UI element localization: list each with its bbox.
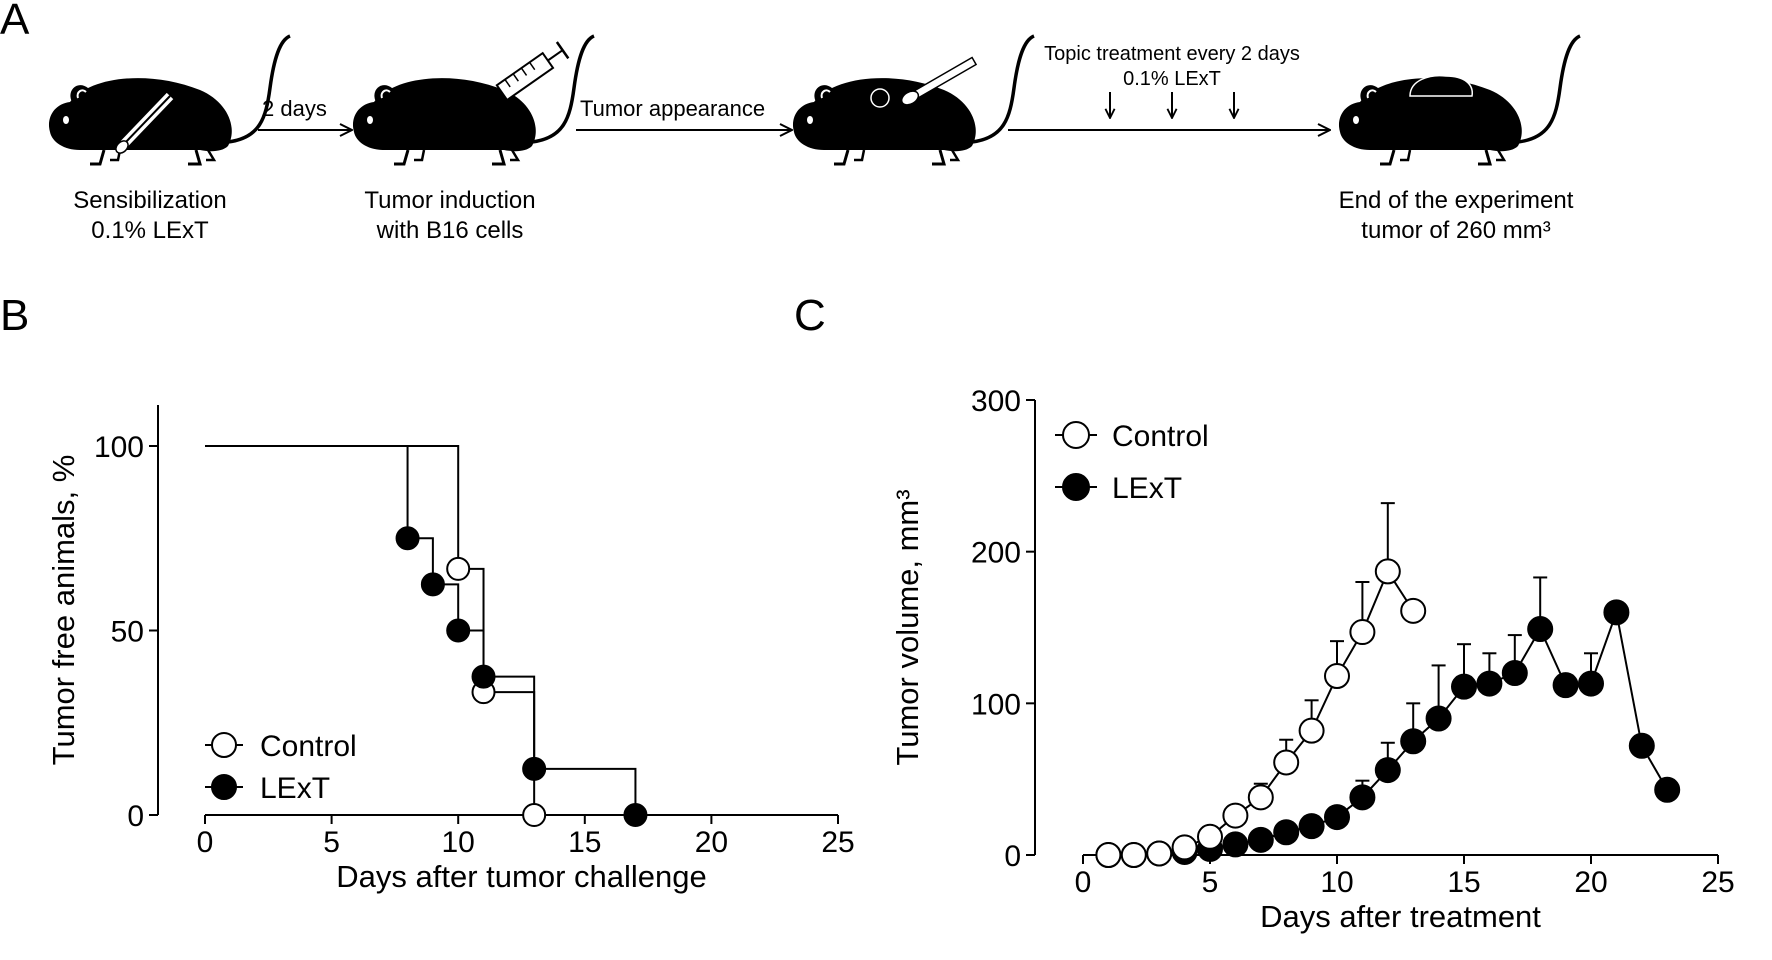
chart-c-legend-label: Control [1112,420,1209,453]
panel-label-c: C [794,291,826,340]
stage2-line2: with B16 cells [376,217,524,244]
chart-c-y-tick-label: 100 [971,688,1021,721]
chart-c-y-tick-label: 0 [1004,840,1021,873]
chart-c-x-tick-label: 0 [1075,866,1092,899]
stage2-line1: Tumor induction [364,187,535,214]
chart-c-series-0-point [1197,823,1223,850]
chart-c-series-0-point [1298,717,1325,744]
stage4-line1: End of the experiment [1339,187,1574,214]
chart-c-x-axis-label: Days after treatment [1260,899,1541,934]
chart-c-y-tick-label: 300 [971,385,1021,418]
chart-c-series-0-point [1171,834,1198,861]
chart-c-series-0-point [1120,842,1147,868]
chart-b-series-0-point [446,556,471,581]
chart-b-x-tick-label: 10 [442,826,475,859]
chart-b-series-1-point [395,526,420,551]
stage1-line2: 0.1% LExT [91,217,209,244]
tumor-bump-icon [870,88,890,108]
chart-tumor-volume: 0 5 10 15 20 25 0 100 200 300 Days after treatment… [890,385,1735,934]
chart-b-legend-label: LExT [260,772,330,805]
chart-c-series-1-point [1476,670,1503,697]
chart-c-series-1-point [1603,599,1630,626]
chart-b-series-1-point [623,803,648,827]
chart-b-x-tick-label: 15 [568,826,601,859]
chart-c-x-tick-label: 10 [1320,866,1353,899]
chart-c-series-1-point [1628,732,1655,759]
panel-label-a: A [0,0,30,44]
chart-c-series-1-point [1374,757,1401,784]
chart-c-series-1-point [1324,804,1350,831]
chart-b-y-tick-label: 50 [111,616,144,649]
chart-c-legend-label: LExT [1112,472,1182,505]
stage1-line1: Sensibilization [73,187,226,214]
swab-icon [115,92,174,154]
chart-c-series-1-point [1425,705,1452,732]
chart-c-y-tick-label: 200 [971,537,1021,570]
chart-c-x-tick-label: 5 [1202,866,1219,899]
chart-c-series-1-point [1501,660,1528,686]
chart-c-series-0-point [1095,842,1122,868]
chart-c-series-1-line [1108,608,1669,856]
chart-b-series-1-point [471,664,496,689]
mouse-icon-end [1337,34,1582,166]
chart-c-series-1-point [1451,673,1477,700]
chart-c-series-1-point [1578,670,1604,697]
chart-c-series-0-point [1374,558,1401,585]
chart-c-series-1-point [1298,813,1325,840]
chart-b-y-tick-label: 0 [127,800,144,833]
syringe-icon [481,41,570,108]
chart-c-series-0-point [1247,784,1274,811]
chart-b-x-axis-label: Days after tumor challenge [336,859,706,894]
chart-c-series-0-point [1349,619,1376,646]
chart-b-y-axis-label: Tumor free animals, % [46,455,81,766]
treatment-label-line1: Topic treatment every 2 days [1044,43,1300,65]
chart-c-series-0-point [1324,663,1350,690]
chart-c-series-0-point [1400,597,1427,624]
treatment-label-line2: 0.1% LExT [1123,68,1221,90]
chart-b-series-1-point [420,572,445,597]
chart-b-x-tick-label: 25 [821,826,854,859]
chart-b-x-tick-label: 5 [323,826,340,859]
chart-b-series-0-point [522,803,547,827]
chart-c-legend-marker [1062,473,1090,501]
chart-c-y-axis-label: Tumor volume, mm³ [890,489,925,765]
chart-tumor-free: 0 5 10 15 20 25 0 50 100 Days after tumor challen… [46,405,855,894]
chart-b-series-0-line [205,445,536,815]
mouse-icon-tumor-induction [351,34,596,166]
chart-b-series-1-point [522,756,547,781]
chart-c-x-tick-label: 20 [1574,866,1607,899]
chart-c-series-1-point [1552,672,1579,699]
large-tumor-icon [1409,74,1473,97]
chart-b-series-1-point [446,618,471,643]
chart-c-x-tick-label: 25 [1701,866,1734,899]
chart-c-series-1-point [1654,776,1681,803]
chart-b-legend-label: Control [260,730,357,763]
chart-c-series-1-point [1222,831,1249,858]
chart-c-series-0-line [1108,569,1415,856]
chart-c-series-0-point [1222,802,1249,829]
chart-c-series-1-point [1400,728,1427,755]
chart-b-legend-marker [211,732,237,758]
arrow-tumor-appearance-label: Tumor appearance [580,96,765,121]
chart-b-y-tick-label: 100 [94,431,144,464]
panel-label-b: B [0,291,29,340]
chart-c-series-1-point [1527,616,1554,643]
chart-b-x-tick-label: 20 [695,826,728,859]
chart-c-series-0-point [1146,840,1173,867]
arrow-2-days-label: 2 days [262,96,327,121]
chart-c-series-0-point [1273,749,1300,776]
chart-b-x-tick-label: 0 [197,826,214,859]
stage4-line2: tumor of 260 mm³ [1361,217,1550,244]
chart-c-series-1-point [1247,826,1274,853]
chart-c-legend-marker [1062,421,1090,449]
swab-icon-treatment [900,56,978,106]
chart-c-series-1-point [1349,784,1376,811]
chart-c-x-tick-label: 15 [1447,866,1480,899]
chart-b-legend-marker [211,774,237,800]
chart-c-series-1-point [1273,819,1300,846]
